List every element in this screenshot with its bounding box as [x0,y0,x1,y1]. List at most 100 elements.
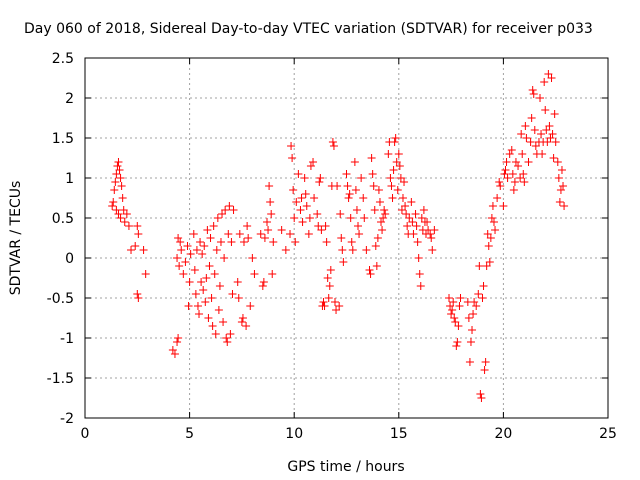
data-point [403,222,412,230]
data-point [115,166,124,174]
data-point [393,186,402,194]
data-point [243,222,252,230]
y-tick-label: 1 [65,171,74,187]
data-point [521,122,530,130]
data-point [377,218,386,226]
data-point [213,214,222,222]
data-point [475,262,484,270]
data-point [350,158,359,166]
data-point [354,222,363,230]
data-point [192,246,201,254]
data-point [389,166,398,174]
data-point [414,254,423,262]
data-point [559,182,568,190]
data-point [309,158,318,166]
data-point [455,302,464,310]
data-point [250,270,259,278]
data-point [344,194,353,202]
data-point [355,230,364,238]
data-point [548,130,557,138]
y-tick-labels: -2 -1.5 -1 -0.5 0 0.5 1 1.5 2 2.5 [47,51,74,427]
data-point [469,310,478,318]
data-point [113,162,122,170]
data-point [485,258,494,266]
data-point [503,174,512,182]
data-point [465,358,474,366]
data-point [233,278,242,286]
data-point [291,238,300,246]
data-point [366,270,375,278]
data-point [216,238,225,246]
data-point [174,334,183,342]
data-point [528,86,537,94]
chart-title: Day 060 of 2018, Sidereal Day-to-day VTE… [24,21,593,37]
data-point [529,90,538,98]
data-point [510,178,519,186]
data-point [316,174,325,182]
data-point [554,174,563,182]
data-point [306,162,315,170]
data-point [259,278,268,286]
data-point [367,154,376,162]
data-point [509,186,518,194]
data-point [325,282,334,290]
data-point [335,302,344,310]
data-point [357,174,366,182]
data-point [117,182,126,190]
data-point [359,194,368,202]
data-point [133,290,142,298]
data-point [317,226,326,234]
data-point [195,310,204,318]
data-point [345,190,354,198]
x-tick-label: 20 [494,426,512,442]
data-point [486,234,495,242]
data-point [114,158,123,166]
data-point [479,282,488,290]
data-point [315,178,324,186]
data-point [551,138,560,146]
data-point [330,298,339,306]
data-point [351,186,360,194]
data-point [508,170,517,178]
data-point [183,242,192,250]
data-point [326,266,335,274]
data-point [520,178,529,186]
data-point [408,218,417,226]
data-point [207,294,216,302]
data-point [481,358,490,366]
data-point [305,214,314,222]
data-point [537,130,546,138]
data-point [505,150,514,158]
data-point [430,226,439,234]
data-point [269,238,278,246]
data-point [227,238,236,246]
data-point [352,206,361,214]
data-point [134,230,143,238]
data-point [277,226,286,234]
data-point [388,194,397,202]
data-point [215,282,224,290]
y-tick-label: -2 [60,411,74,427]
data-point [139,246,148,254]
data-point [228,290,237,298]
data-point [448,306,457,314]
data-point [491,226,500,234]
data-point [313,210,322,218]
data-point [398,194,407,202]
data-point [380,206,389,214]
y-tick-label: -1 [60,331,74,347]
data-point [266,198,275,206]
data-point [181,258,190,266]
data-point [211,330,220,338]
y-tick-label: -1.5 [47,371,74,387]
data-point [173,338,182,346]
data-point [296,206,305,214]
y-tick-label: 0 [65,251,74,267]
data-point [381,210,390,218]
data-point [185,278,194,286]
data-point [540,78,549,86]
data-point [209,222,218,230]
data-point [322,238,331,246]
data-point [111,178,120,186]
data-point [235,230,244,238]
